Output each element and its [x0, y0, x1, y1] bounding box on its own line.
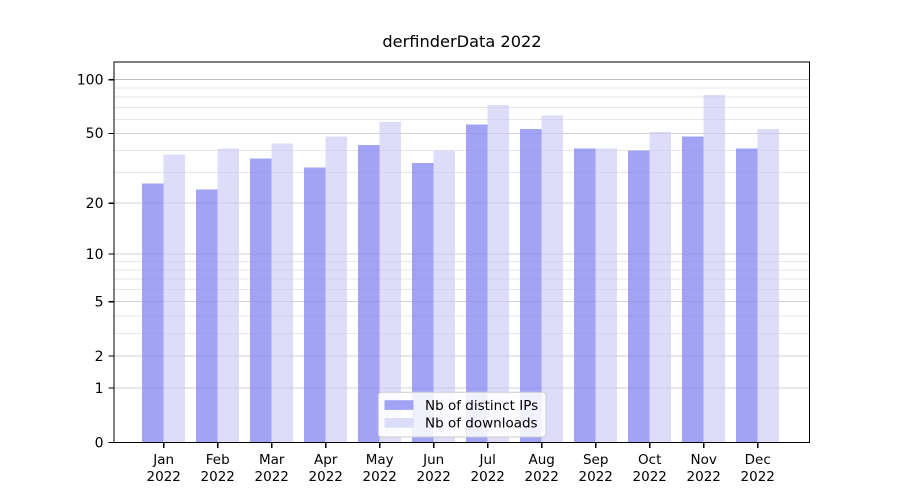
bar-ips-jan: [142, 183, 164, 443]
y-axis: 0 1 2 5 10 20 50 100: [77, 73, 114, 451]
xtick-label-year-feb: 2022: [201, 469, 235, 485]
legend-label-downloads: Nb of downloads: [425, 416, 538, 432]
xtick-label-year-jun: 2022: [417, 469, 451, 485]
xtick-label-month-jun: Jun: [422, 452, 444, 468]
xtick-label-month-may: May: [366, 452, 394, 468]
bar-ips-aug: [520, 128, 542, 443]
xtick-label-month-dec: Dec: [745, 452, 771, 468]
xtick-label-month-mar: Mar: [259, 452, 285, 468]
ytick-label-50: 50: [86, 126, 104, 142]
xtick-label-year-nov: 2022: [687, 469, 721, 485]
bar-downloads-may: [379, 121, 402, 443]
xtick-label-month-jul: Jul: [479, 452, 496, 468]
bar-downloads-sep: [595, 148, 618, 443]
bar-downloads-dec: [757, 128, 780, 443]
xtick-label-month-nov: Nov: [691, 452, 717, 468]
xtick-label-year-jul: 2022: [471, 469, 505, 485]
bar-downloads-aug: [541, 115, 564, 443]
plot-border: [113, 61, 811, 444]
bar-downloads-jun: [433, 150, 456, 443]
bar-downloads-jan: [163, 154, 186, 443]
ytick-label-0: 0: [95, 435, 104, 451]
bar-downloads-oct: [649, 131, 672, 443]
xtick-label-month-apr: Apr: [314, 452, 338, 468]
bar-ips-jul: [466, 124, 488, 443]
bar-ips-feb: [196, 189, 218, 443]
bar-ips-dec: [736, 148, 758, 443]
x-axis: Jan2022Feb2022Mar2022Apr2022May2022Jun20…: [147, 442, 775, 485]
xtick-label-month-feb: Feb: [206, 452, 230, 468]
bar-downloads-feb: [217, 148, 240, 443]
bar-ips-apr: [304, 167, 326, 443]
xtick-label-year-jan: 2022: [147, 469, 181, 485]
xtick-label-year-aug: 2022: [525, 469, 559, 485]
xtick-label-year-dec: 2022: [741, 469, 775, 485]
ytick-label-2: 2: [95, 349, 104, 365]
bar-downloads-apr: [325, 136, 348, 443]
ytick-label-100: 100: [77, 73, 104, 89]
legend: Nb of distinct IPs Nb of downloads: [377, 391, 547, 438]
xtick-label-year-sep: 2022: [579, 469, 613, 485]
xtick-label-month-aug: Aug: [529, 452, 555, 468]
ytick-label-10: 10: [86, 247, 104, 263]
xtick-label-year-apr: 2022: [309, 469, 343, 485]
bar-groups: [142, 95, 780, 443]
legend-swatch-distinct-ips: [384, 400, 414, 410]
bar-downloads-nov: [703, 95, 726, 443]
ytick-label-1: 1: [95, 381, 104, 397]
bar-ips-jun: [412, 163, 434, 443]
xtick-label-year-may: 2022: [363, 469, 397, 485]
xtick-label-month-oct: Oct: [638, 452, 661, 468]
bar-ips-nov: [682, 136, 704, 443]
bar-downloads-mar: [271, 143, 294, 443]
legend-label-distinct-ips: Nb of distinct IPs: [425, 398, 538, 414]
xtick-label-year-oct: 2022: [633, 469, 667, 485]
bar-ips-sep: [574, 148, 596, 443]
bar-ips-oct: [628, 150, 650, 443]
ytick-label-5: 5: [95, 294, 104, 310]
legend-swatch-downloads: [384, 418, 414, 428]
xtick-label-year-mar: 2022: [255, 469, 289, 485]
bar-ips-mar: [250, 158, 272, 443]
xtick-label-month-jan: Jan: [152, 452, 174, 468]
bar-downloads-jul: [487, 105, 510, 443]
bar-ips-may: [358, 145, 380, 443]
legend-box: [377, 391, 547, 438]
chart-title: derfinderData 2022: [382, 32, 541, 51]
ytick-label-20: 20: [86, 196, 104, 212]
xtick-label-month-sep: Sep: [583, 452, 608, 468]
